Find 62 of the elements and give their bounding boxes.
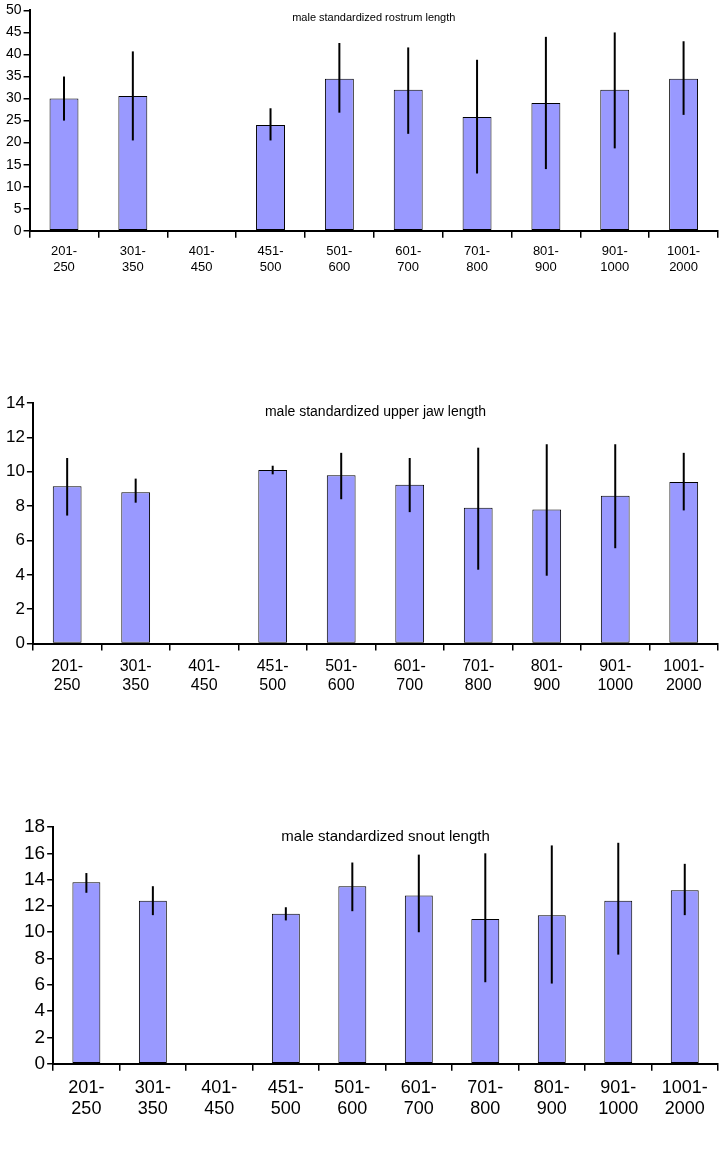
x-tick-label: 451-500 [256, 656, 289, 693]
x-tick-label: 701-800 [467, 1076, 504, 1119]
x-tick-label: 301-350 [119, 243, 146, 274]
x-tick-label: 1001-2000 [663, 656, 705, 693]
x-tick-label: 801-900 [532, 243, 559, 274]
x-tick-label: 901-1000 [597, 656, 634, 693]
y-tick-label: 18 [23, 815, 46, 837]
x-tick-label: 501-600 [326, 243, 353, 274]
y-tick-label: 2 [15, 598, 25, 618]
y-tick-label: 8 [15, 495, 25, 515]
y-tick-label: 25 [5, 111, 22, 128]
x-tick-label: 201-250 [50, 243, 78, 274]
x-tick-label: 501-600 [325, 656, 358, 693]
y-tick-label: 10 [23, 920, 46, 942]
y-tick-label: 50 [5, 1, 22, 18]
y-tick-label: 20 [5, 133, 22, 150]
y-tick-label: 12 [5, 427, 25, 447]
y-tick-label: 4 [34, 999, 46, 1021]
y-tick-label: 35 [5, 67, 22, 84]
y-tick-label: 8 [34, 946, 46, 968]
x-tick-label: 701-800 [464, 243, 491, 274]
y-tick-label: 6 [34, 973, 46, 995]
y-tick-label: 15 [5, 155, 22, 172]
x-tick-label: 901-1000 [600, 243, 630, 274]
x-tick-label: 201-250 [51, 656, 84, 693]
x-tick-label: 1001-2000 [661, 1076, 708, 1119]
x-tick-label: 501-600 [334, 1076, 371, 1119]
x-tick-label: 401-450 [188, 243, 215, 274]
y-tick-label: 12 [23, 894, 46, 916]
x-tick-label: 401-450 [188, 656, 221, 693]
y-tick-label: 16 [23, 841, 46, 863]
y-tick-label: 10 [5, 461, 25, 481]
x-tick-label: 301-350 [134, 1076, 171, 1119]
y-tick-label: 0 [13, 221, 22, 238]
y-tick-label: 2 [34, 1025, 46, 1047]
y-tick-label: 14 [23, 867, 46, 889]
x-tick-label: 601-700 [395, 243, 422, 274]
y-tick-label: 4 [15, 564, 25, 584]
x-tick-label: 1001-2000 [666, 243, 701, 274]
x-tick-label: 601-700 [393, 656, 426, 693]
x-tick-label: 301-350 [119, 656, 152, 693]
y-tick-label: 5 [13, 199, 22, 216]
y-tick-label: 45 [5, 23, 22, 40]
y-tick-label: 0 [34, 1052, 46, 1074]
y-tick-label: 14 [5, 392, 25, 412]
y-tick-label: 10 [5, 177, 22, 194]
x-tick-label: 601-700 [400, 1076, 437, 1119]
x-tick-label: 201-250 [68, 1076, 105, 1119]
y-tick-label: 0 [15, 633, 25, 653]
x-tick-label: 451-500 [267, 1076, 304, 1119]
x-tick-label: 451-500 [257, 243, 284, 274]
x-tick-label: 801-900 [533, 1076, 570, 1119]
y-tick-label: 30 [5, 89, 22, 106]
x-tick-label: 801-900 [530, 656, 563, 693]
y-tick-label: 40 [5, 45, 22, 62]
chart-title: male standardized rostrum length [292, 10, 456, 23]
chart-title: male standardized snout length [281, 826, 490, 844]
x-tick-label: 901-1000 [598, 1076, 639, 1119]
y-tick-label: 6 [15, 530, 25, 550]
chart-title: male standardized upper jaw length [264, 402, 486, 419]
x-tick-label: 701-800 [462, 656, 495, 693]
x-tick-label: 401-450 [201, 1076, 238, 1119]
